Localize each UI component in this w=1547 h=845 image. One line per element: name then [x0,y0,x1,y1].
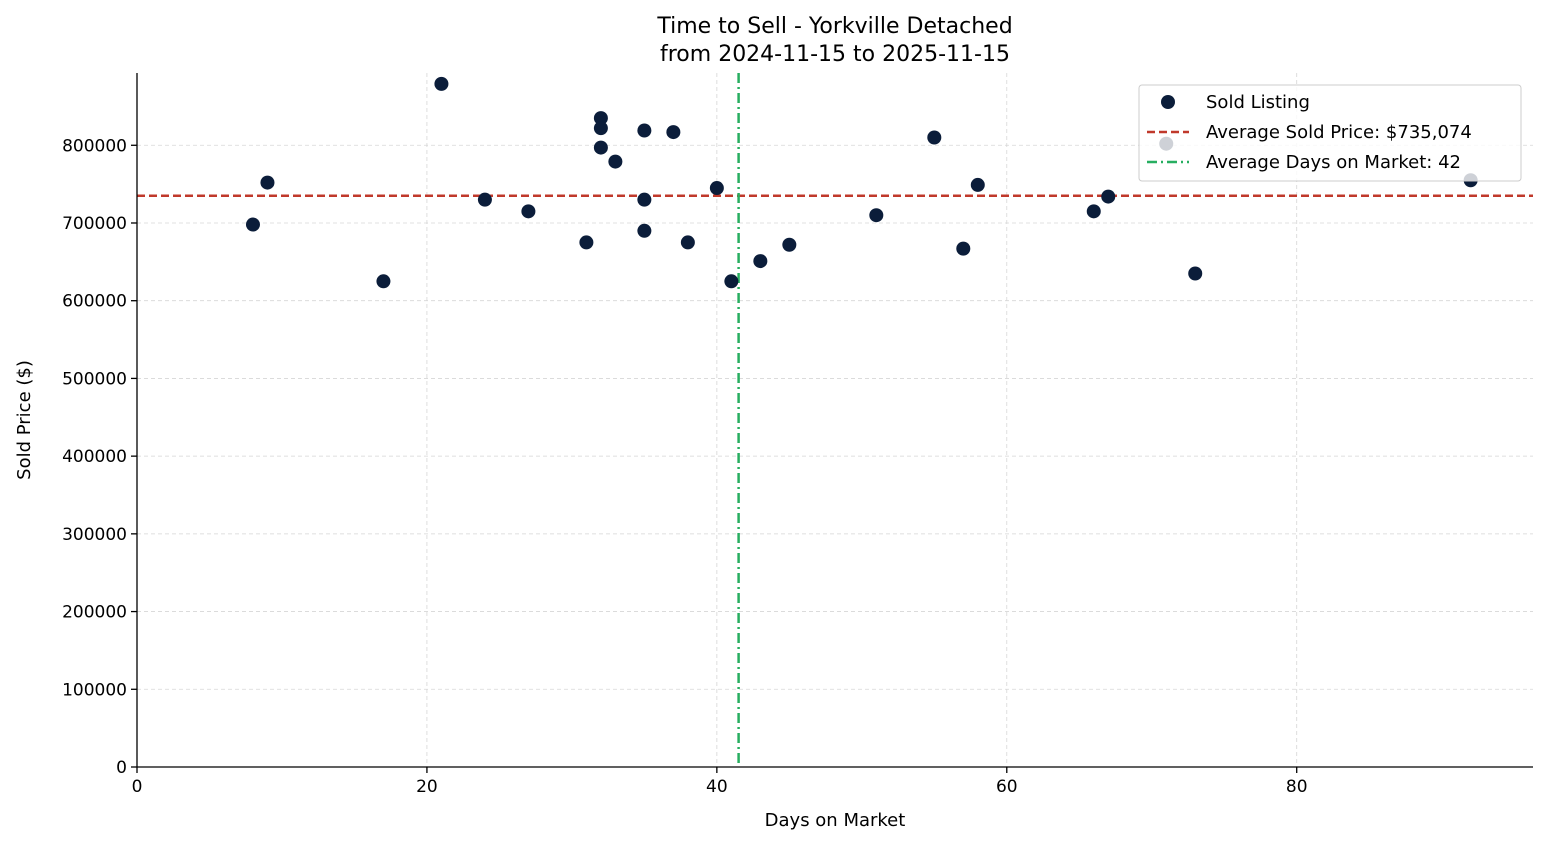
data-point [680,235,695,250]
data-point [637,223,652,238]
y-tick-label: 400000 [62,447,127,467]
data-point [956,241,971,256]
y-tick-label: 800000 [62,136,127,156]
y-tick-label: 200000 [62,603,127,623]
x-tick-label: 20 [416,777,438,797]
data-point [724,274,739,289]
data-point [1188,266,1203,281]
x-axis-label: Days on Market [765,810,906,831]
data-point [709,181,724,196]
legend-avg-days-label: Average Days on Market: 42 [1206,152,1461,173]
y-tick-label: 600000 [62,292,127,312]
data-point [869,208,884,223]
legend-point-marker [1161,95,1175,109]
data-point [1101,189,1116,204]
axis-ticks: 0 20 40 60 80 0 100000 200000 300000 400000 500000… [62,136,1307,797]
data-point [782,237,797,252]
x-tick-label: 80 [1286,777,1308,797]
reference-lines [137,73,1533,767]
legend-points-label: Sold Listing [1206,92,1310,113]
data-point [637,192,652,207]
data-points [245,76,1478,289]
data-point [260,175,275,190]
y-tick-label: 300000 [62,525,127,545]
data-point [245,217,260,232]
y-tick-label: 700000 [62,214,127,234]
data-point [593,121,608,136]
data-point [753,254,768,269]
legend: Sold Listing Average Sold Price: $735,07… [1138,84,1522,182]
chart-title: Time to Sell - Yorkville Detached [656,14,1012,39]
grid [136,73,1533,768]
data-point [593,140,608,155]
legend-box [1138,84,1522,182]
data-point [477,192,492,207]
y-tick-label: 100000 [62,680,127,700]
y-axis-label: Sold Price ($) [14,360,35,480]
data-point [666,125,681,140]
chart-subtitle: from 2024-11-15 to 2025-11-15 [660,42,1010,67]
y-tick-label: 500000 [62,369,127,389]
data-point [579,235,594,250]
data-point [608,154,623,169]
data-point [593,111,608,126]
y-tick-label: 0 [116,758,127,778]
data-point [637,123,652,138]
legend-avg-price-label: Average Sold Price: $735,074 [1206,122,1472,143]
x-tick-label: 0 [132,777,143,797]
data-point [376,274,391,289]
x-tick-label: 40 [706,777,728,797]
data-point [521,204,536,219]
x-tick-label: 60 [996,777,1018,797]
data-point [1086,204,1101,219]
data-point [434,76,449,91]
data-point [927,130,942,145]
data-point [970,177,985,192]
